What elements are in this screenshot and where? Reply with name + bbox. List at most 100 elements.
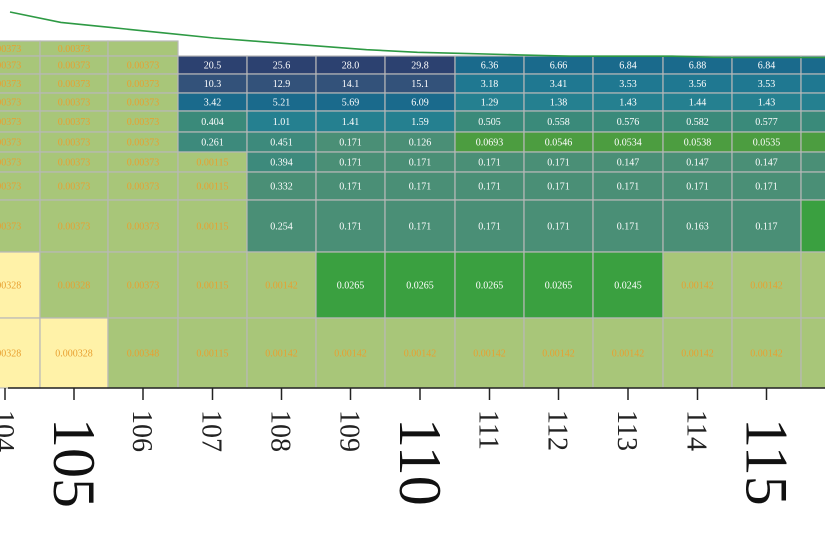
cell-value-label: 0.00373 bbox=[58, 222, 91, 233]
cell-value-label: 0.171 bbox=[547, 222, 570, 233]
x-tick-label: 106 bbox=[126, 410, 157, 452]
cell-value-label: 0.404 bbox=[201, 117, 224, 128]
cell-value-label: 0.171 bbox=[547, 182, 570, 193]
heatmap-cell bbox=[384, 171, 456, 201]
cell-value-label: 0.00373 bbox=[127, 138, 160, 149]
heatmap-cell bbox=[523, 171, 594, 201]
cell-value-label: 0.00373 bbox=[127, 117, 160, 128]
cell-value-label: 0.00373 bbox=[127, 222, 160, 233]
heatmap-cell bbox=[0, 251, 41, 319]
cell-value-label: 1.59 bbox=[411, 117, 429, 128]
cell-value-label: 29.8 bbox=[411, 61, 429, 72]
heatmap-cell bbox=[800, 251, 825, 319]
cell-value-label: 0.0265 bbox=[545, 281, 573, 292]
cell-value-label: 25.6 bbox=[273, 61, 291, 72]
cell-value-label: 0.171 bbox=[755, 182, 778, 193]
cell-value-label: 0.00373 bbox=[0, 61, 21, 72]
cell-value-label: 0.171 bbox=[339, 138, 362, 149]
cell-value-label: 0.0245 bbox=[614, 281, 642, 292]
heatmap-cell bbox=[107, 171, 179, 201]
heatmap-cell bbox=[731, 251, 802, 319]
cell-value-label: 0.00373 bbox=[58, 44, 91, 55]
cell-value-label: 6.84 bbox=[619, 61, 637, 72]
heatmap-cell bbox=[246, 251, 317, 319]
cell-value-label: 0.000328 bbox=[55, 349, 93, 360]
cell-value-label: 0.00142 bbox=[750, 349, 783, 360]
cell-value-label: 0.00142 bbox=[681, 349, 714, 360]
heatmap-cell bbox=[800, 171, 825, 201]
cell-value-label: 5.21 bbox=[273, 98, 291, 109]
cell-value-label: 0.00373 bbox=[0, 79, 21, 90]
cell-value-label: 0.171 bbox=[617, 222, 640, 233]
x-tick-label: 104 bbox=[0, 410, 19, 452]
cell-value-label: 28.0 bbox=[342, 61, 360, 72]
heatmap-cell bbox=[107, 317, 179, 389]
cell-value-label: 0.00373 bbox=[58, 61, 91, 72]
cell-value-label: 0.576 bbox=[617, 117, 640, 128]
cell-value-label: 0.00373 bbox=[58, 182, 91, 193]
heatmap-cell bbox=[800, 110, 825, 133]
heatmap-cell bbox=[800, 151, 825, 173]
heatmap-cell bbox=[177, 251, 248, 319]
cell-value-label: 0.171 bbox=[409, 182, 432, 193]
heatmap-cell bbox=[246, 199, 317, 253]
cell-value-label: 0.00373 bbox=[127, 98, 160, 109]
x-tick-label: 109 bbox=[334, 410, 365, 452]
heatmap-cell bbox=[800, 317, 825, 389]
cell-value-label: 0.00373 bbox=[127, 281, 160, 292]
cell-value-label: 0.00115 bbox=[196, 222, 228, 233]
cell-value-label: 0.171 bbox=[339, 222, 362, 233]
series-line bbox=[9, 11, 825, 59]
heatmap-cell bbox=[107, 199, 179, 253]
cell-value-label: 0.254 bbox=[270, 222, 293, 233]
cell-value-label: 0.147 bbox=[686, 158, 709, 169]
cell-value-label: 0.00373 bbox=[127, 79, 160, 90]
cell-value-label: 10.3 bbox=[204, 79, 222, 90]
cell-value-label: 1.41 bbox=[342, 117, 360, 128]
cell-value-label: 0.147 bbox=[617, 158, 640, 169]
heatmap-cell bbox=[107, 40, 179, 57]
cell-value-label: 0.171 bbox=[547, 158, 570, 169]
heatmap-cell bbox=[800, 131, 825, 153]
cell-value-label: 0.00373 bbox=[127, 158, 160, 169]
heatmap-cell bbox=[731, 317, 802, 389]
cell-value-label: 0.00348 bbox=[127, 349, 160, 360]
heatmap-cell bbox=[0, 199, 41, 253]
cell-value-label: 0.171 bbox=[686, 182, 709, 193]
heatmap-cell bbox=[592, 199, 664, 253]
cell-value-label: 0.451 bbox=[270, 138, 293, 149]
cell-value-label: 6.84 bbox=[758, 61, 776, 72]
heatmap-cell bbox=[800, 199, 825, 253]
cell-value-label: 0.00373 bbox=[127, 182, 160, 193]
cell-value-label: 0.00373 bbox=[58, 79, 91, 90]
x-tick-label: 113 bbox=[611, 410, 642, 451]
heatmap-cell bbox=[662, 199, 733, 253]
cell-value-label: 3.42 bbox=[204, 98, 222, 109]
cell-value-label: 0.0265 bbox=[337, 281, 365, 292]
heatmap-cell bbox=[523, 317, 594, 389]
cell-value-label: 6.09 bbox=[411, 98, 429, 109]
cell-value-label: 0.00328 bbox=[0, 281, 21, 292]
cell-value-label: 0.0265 bbox=[476, 281, 504, 292]
heatmap-cell bbox=[800, 92, 825, 112]
cell-value-label: 0.171 bbox=[478, 222, 501, 233]
cell-value-label: 0.00142 bbox=[265, 349, 298, 360]
heatmap-cell bbox=[39, 199, 109, 253]
cell-value-label: 1.01 bbox=[273, 117, 291, 128]
heatmap-cell bbox=[800, 55, 825, 75]
x-tick-label: 116 bbox=[819, 410, 825, 451]
cell-value-label: 3.53 bbox=[619, 79, 637, 90]
x-tick-label: 111 bbox=[473, 410, 504, 450]
cell-value-label: 0.00373 bbox=[0, 158, 21, 169]
cell-value-label: 0.00373 bbox=[0, 222, 21, 233]
cell-value-label: 6.88 bbox=[689, 61, 707, 72]
cell-value-label: 0.00373 bbox=[0, 138, 21, 149]
cell-value-label: 1.43 bbox=[758, 98, 776, 109]
cell-value-label: 0.171 bbox=[409, 158, 432, 169]
cell-value-label: 0.147 bbox=[755, 158, 778, 169]
cell-value-label: 0.171 bbox=[617, 182, 640, 193]
cell-value-label: 0.00142 bbox=[404, 349, 437, 360]
cell-value-label: 0.0693 bbox=[476, 138, 504, 149]
cell-value-label: 0.00373 bbox=[0, 98, 21, 109]
cell-value-label: 0.00373 bbox=[58, 138, 91, 149]
